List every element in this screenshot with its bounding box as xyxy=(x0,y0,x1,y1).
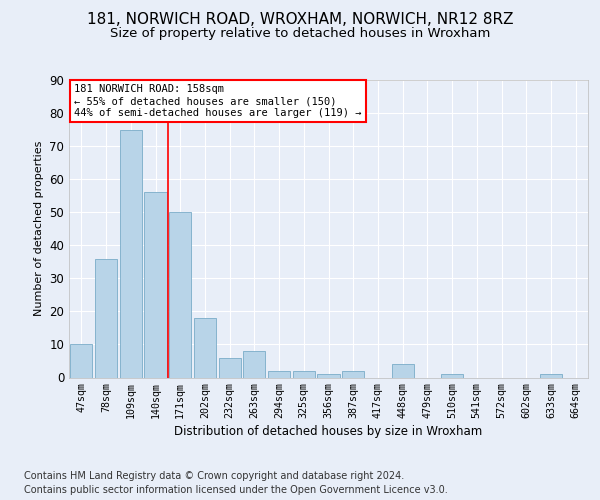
Bar xyxy=(145,192,167,378)
Y-axis label: Number of detached properties: Number of detached properties xyxy=(34,141,44,316)
Bar xyxy=(317,374,340,378)
Text: Contains HM Land Registry data © Crown copyright and database right 2024.: Contains HM Land Registry data © Crown c… xyxy=(24,471,404,481)
Bar xyxy=(119,130,142,378)
Bar xyxy=(243,351,265,378)
Bar xyxy=(169,212,191,378)
Bar xyxy=(95,258,117,378)
Text: Contains public sector information licensed under the Open Government Licence v3: Contains public sector information licen… xyxy=(24,485,448,495)
Bar xyxy=(441,374,463,378)
Bar xyxy=(392,364,414,378)
Text: Size of property relative to detached houses in Wroxham: Size of property relative to detached ho… xyxy=(110,28,490,40)
Bar xyxy=(540,374,562,378)
X-axis label: Distribution of detached houses by size in Wroxham: Distribution of detached houses by size … xyxy=(175,426,482,438)
Bar xyxy=(70,344,92,378)
Bar xyxy=(293,371,315,378)
Text: 181, NORWICH ROAD, WROXHAM, NORWICH, NR12 8RZ: 181, NORWICH ROAD, WROXHAM, NORWICH, NR1… xyxy=(87,12,513,28)
Bar xyxy=(268,371,290,378)
Bar xyxy=(218,358,241,378)
Bar xyxy=(194,318,216,378)
Bar xyxy=(342,371,364,378)
Text: 181 NORWICH ROAD: 158sqm
← 55% of detached houses are smaller (150)
44% of semi-: 181 NORWICH ROAD: 158sqm ← 55% of detach… xyxy=(74,84,362,117)
